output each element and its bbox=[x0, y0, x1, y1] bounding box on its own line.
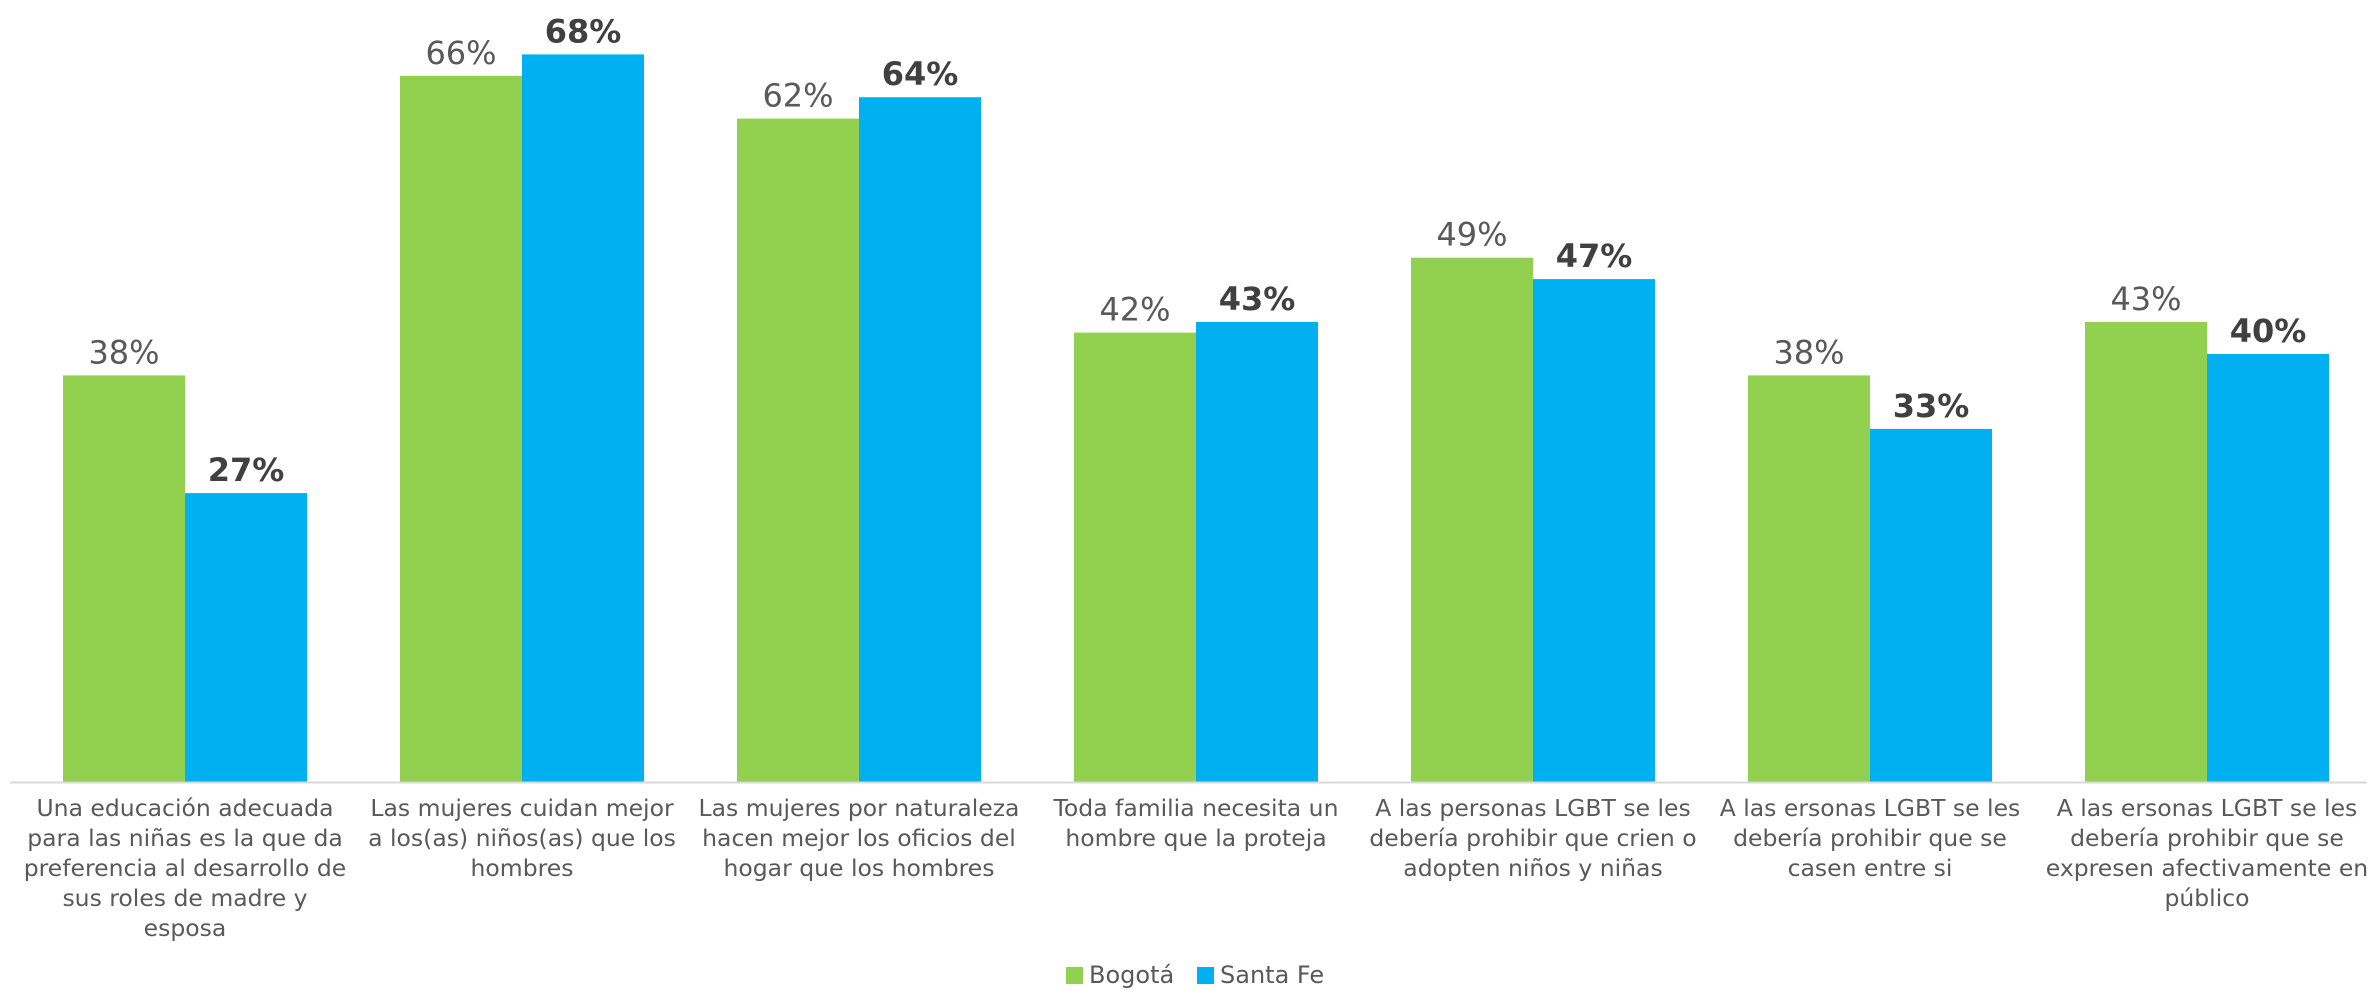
value-labels-layer: 38% 27% 66% 68% 62% 64% 42% 43% 49% 47% 38% 33% 43% 4… bbox=[88, 12, 2306, 489]
bar-santa-fe-6 bbox=[1870, 428, 1992, 782]
category-label-1: Una educación adecuada para las niñas es … bbox=[24, 794, 347, 942]
category-label-2: Las mujeres cuidan mejor a los(as) niños(… bbox=[368, 794, 676, 882]
bar-bogota-6 bbox=[1748, 375, 1870, 782]
category-label-6: A las ersonas LGBT se les debería prohibi… bbox=[1720, 794, 2021, 882]
value-label-bogota-6: 38% bbox=[1773, 333, 1844, 371]
bar-bogota-5 bbox=[1411, 257, 1533, 782]
value-label-bogota-7: 43% bbox=[2110, 280, 2181, 318]
legend-swatch-bogota bbox=[1066, 967, 1083, 984]
bar-bogota-4 bbox=[1074, 332, 1196, 782]
value-label-santa-fe-2: 68% bbox=[545, 12, 622, 50]
legend: Bogotá Santa Fe bbox=[1066, 961, 1324, 989]
bar-santa-fe-4 bbox=[1196, 321, 1318, 782]
category-label-3: Las mujeres por naturaleza hacen mejor lo… bbox=[699, 794, 1020, 882]
value-label-santa-fe-3: 64% bbox=[882, 55, 959, 93]
bar-bogota-1 bbox=[63, 375, 185, 782]
value-label-bogota-1: 38% bbox=[88, 333, 159, 371]
bar-santa-fe-5 bbox=[1533, 279, 1655, 782]
value-label-santa-fe-5: 47% bbox=[1556, 237, 1633, 275]
bar-bogota-7 bbox=[2085, 321, 2207, 782]
value-label-bogota-2: 66% bbox=[425, 34, 496, 72]
value-label-santa-fe-1: 27% bbox=[208, 451, 285, 489]
legend-label-bogota: Bogotá bbox=[1089, 961, 1174, 989]
legend-swatch-santa-fe bbox=[1197, 967, 1214, 984]
legend-label-santa-fe: Santa Fe bbox=[1220, 961, 1324, 989]
bar-santa-fe-7 bbox=[2207, 354, 2329, 782]
bar-santa-fe-3 bbox=[859, 97, 981, 782]
bar-santa-fe-2 bbox=[522, 54, 644, 782]
value-label-bogota-3: 62% bbox=[762, 77, 833, 115]
value-label-bogota-4: 42% bbox=[1099, 291, 1170, 329]
bar-santa-fe-1 bbox=[185, 493, 307, 782]
value-label-santa-fe-4: 43% bbox=[1219, 280, 1296, 318]
bar-bogota-2 bbox=[400, 75, 522, 783]
category-label-4: Toda familia necesita un hombre que la pr… bbox=[1053, 794, 1339, 852]
bars-layer bbox=[63, 54, 2329, 783]
category-label-7: A las ersonas LGBT se les debería prohibi… bbox=[2046, 794, 2368, 912]
value-label-santa-fe-6: 33% bbox=[1893, 387, 1970, 425]
value-label-bogota-5: 49% bbox=[1436, 216, 1507, 254]
bar-bogota-3 bbox=[737, 118, 859, 783]
category-labels-layer: Una educación adecuada para las niñas es … bbox=[24, 794, 2368, 942]
value-label-santa-fe-7: 40% bbox=[2230, 312, 2307, 350]
category-label-5: A las personas LGBT se les debería prohib… bbox=[1369, 794, 1696, 882]
